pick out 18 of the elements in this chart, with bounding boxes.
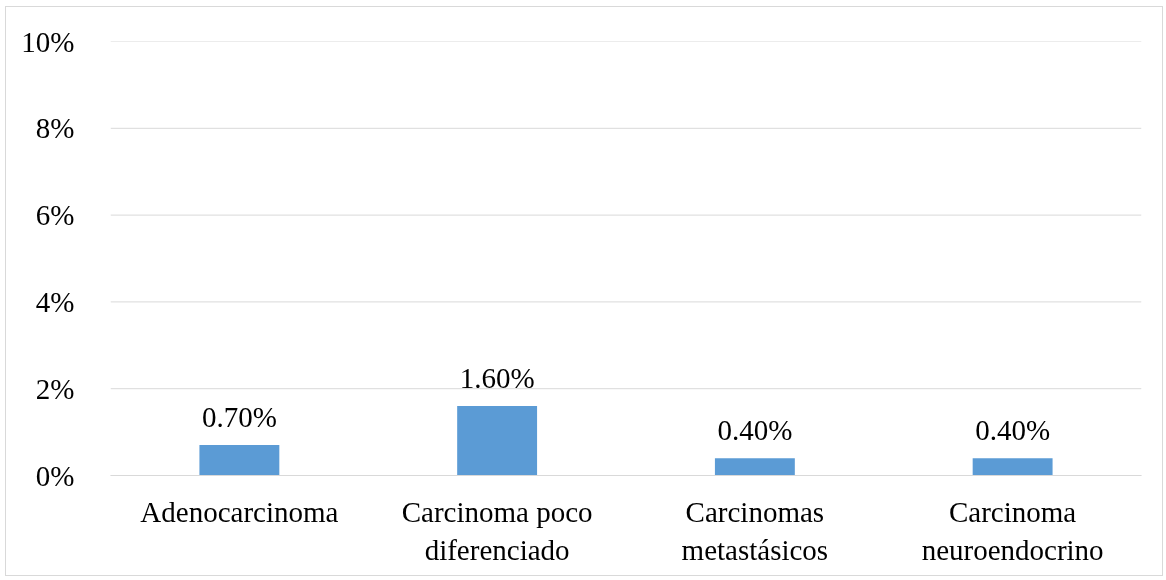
- x-tick-label: Carcinomas metastásicos: [681, 495, 829, 566]
- y-tick-label: 0%: [35, 459, 75, 492]
- x-tick-label: Adenocarcinoma: [140, 495, 339, 528]
- x-tick-label: Carcinoma poco diferenciado: [401, 495, 593, 566]
- bar: [457, 406, 538, 476]
- y-tick-label: 6%: [35, 199, 75, 232]
- y-tick-label: 4%: [35, 285, 75, 318]
- bar: [714, 458, 795, 476]
- y-tick-label: 2%: [35, 372, 75, 405]
- data-label: 0.40%: [717, 414, 793, 447]
- y-tick-label: 10%: [21, 25, 75, 58]
- data-label: 1.60%: [459, 362, 535, 395]
- data-label: 0.40%: [975, 414, 1051, 447]
- data-label: 0.70%: [201, 401, 277, 434]
- bar: [972, 458, 1053, 476]
- y-tick-label: 8%: [35, 112, 75, 145]
- x-tick-label: Carcinoma neuroendocrino: [921, 495, 1104, 566]
- bar: [199, 445, 280, 476]
